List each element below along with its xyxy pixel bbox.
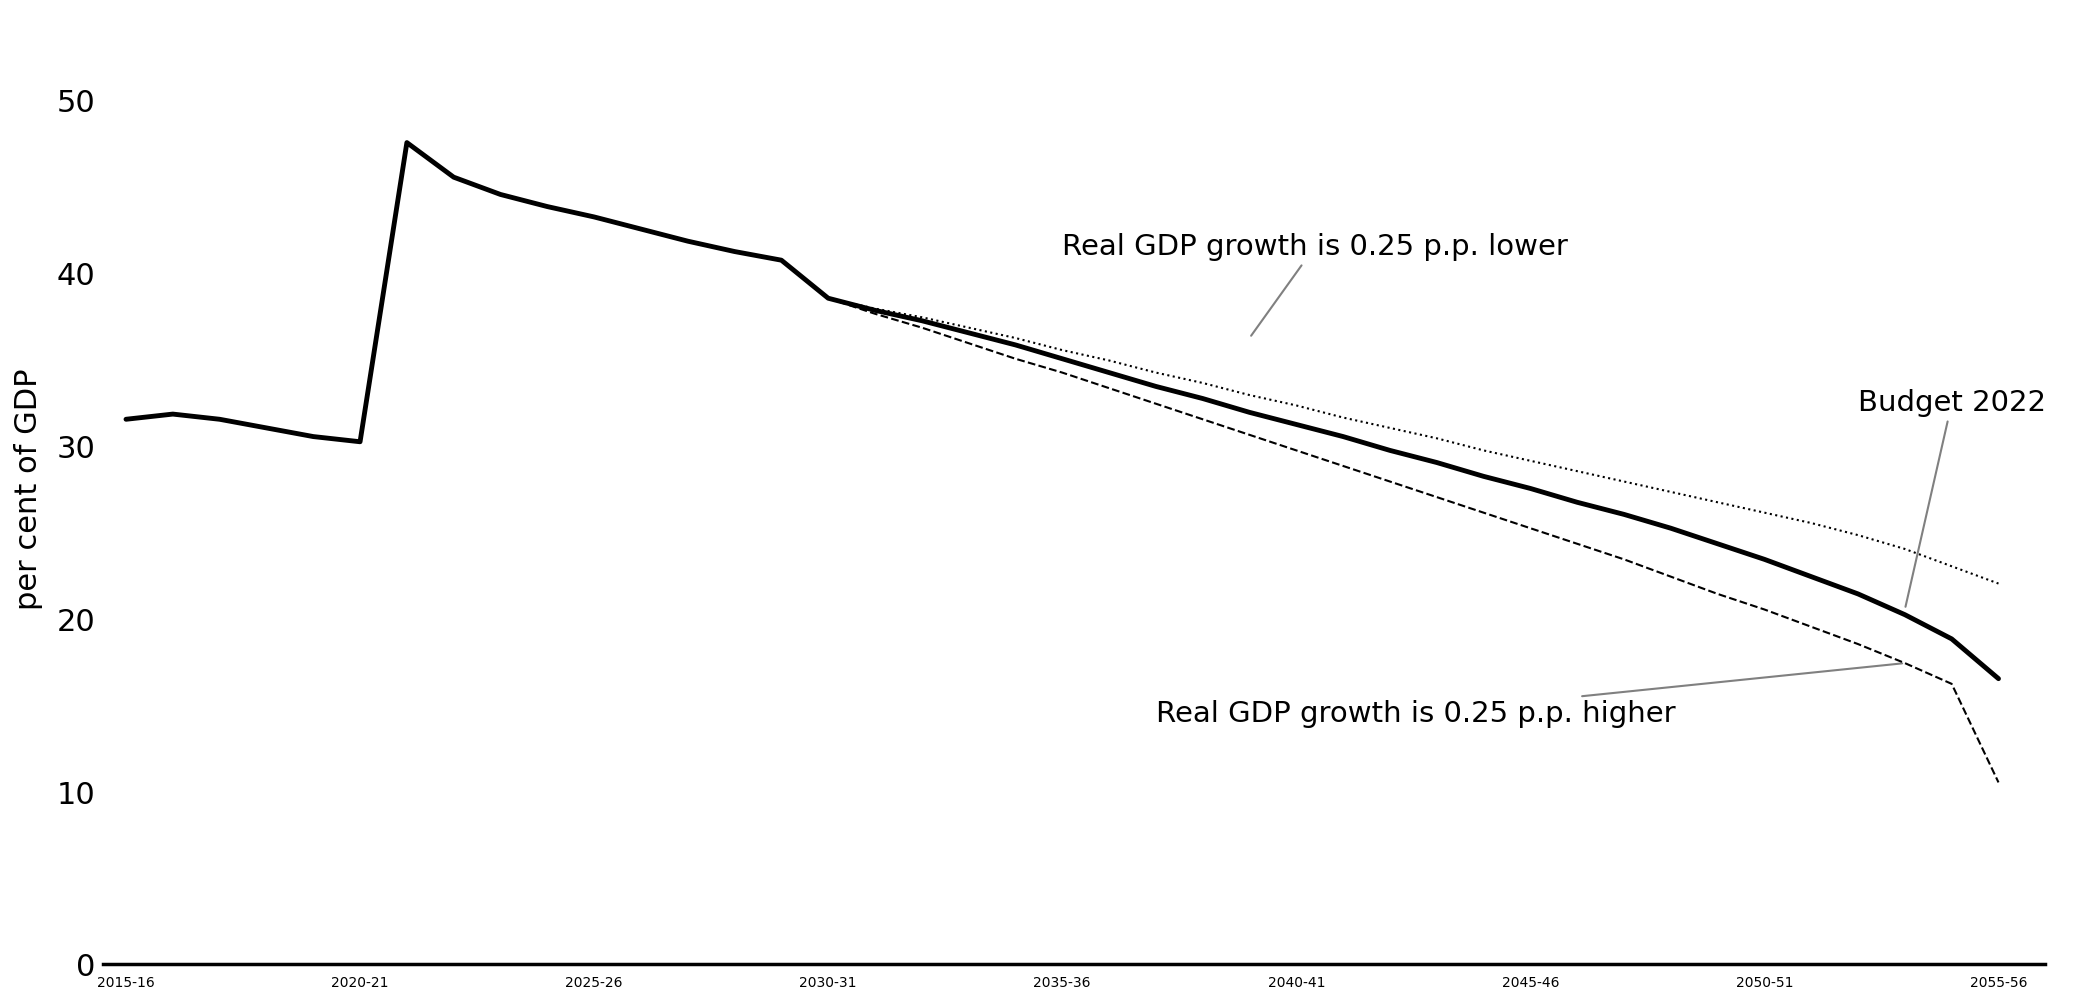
Text: Budget 2022: Budget 2022 [1859,388,2047,607]
Y-axis label: per cent of GDP: per cent of GDP [15,368,44,610]
Text: Real GDP growth is 0.25 p.p. higher: Real GDP growth is 0.25 p.p. higher [1156,664,1903,727]
Text: Real GDP growth is 0.25 p.p. lower: Real GDP growth is 0.25 p.p. lower [1062,233,1568,336]
